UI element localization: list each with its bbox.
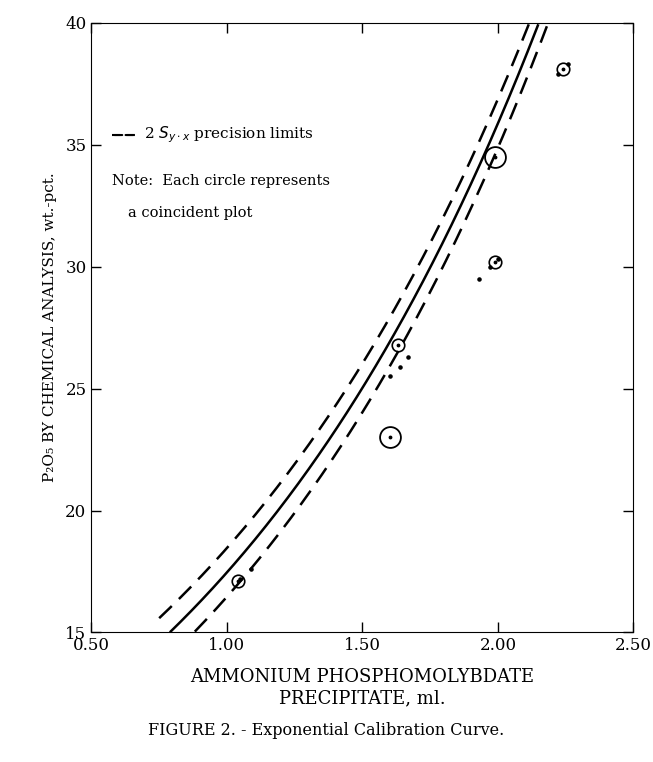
Text: a coincident plot: a coincident plot [128,206,252,220]
Y-axis label: P₂O₅ BY CHEMICAL ANALYSIS, wt.-pct.: P₂O₅ BY CHEMICAL ANALYSIS, wt.-pct. [43,173,57,482]
X-axis label: AMMONIUM PHOSPHOMOLYBDATE
PRECIPITATE, ml.: AMMONIUM PHOSPHOMOLYBDATE PRECIPITATE, m… [191,668,534,707]
Text: Note:  Each circle represents: Note: Each circle represents [112,174,330,188]
Text: 2 $S_{y \cdot x}$ precision limits: 2 $S_{y \cdot x}$ precision limits [144,125,314,146]
Text: FIGURE 2. - Exponential Calibration Curve.: FIGURE 2. - Exponential Calibration Curv… [148,722,505,739]
